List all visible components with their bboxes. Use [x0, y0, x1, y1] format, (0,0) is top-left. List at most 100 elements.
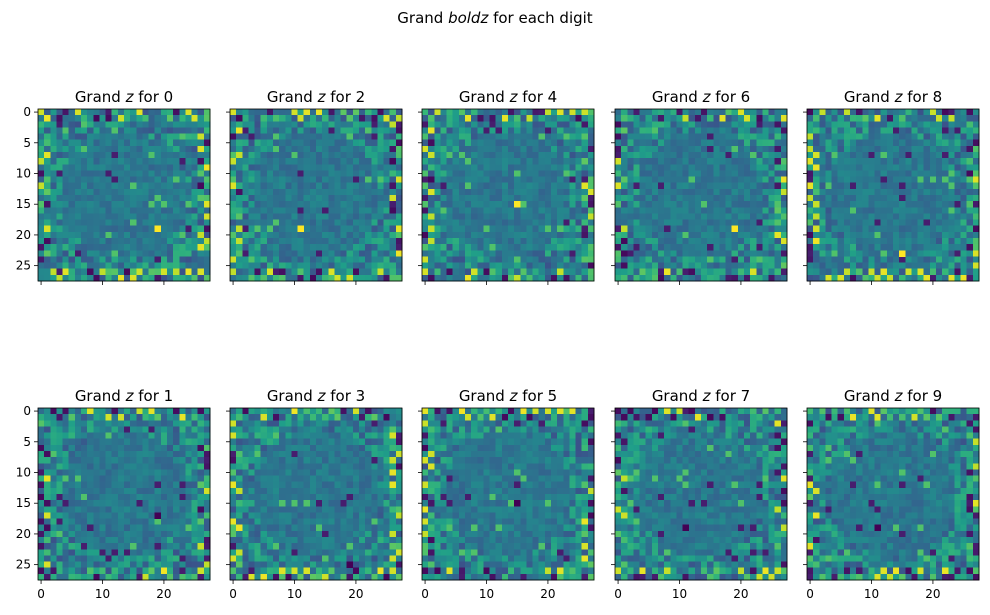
heatmap-cell: [713, 158, 720, 165]
heatmap-cell: [508, 213, 515, 220]
heatmap-cell: [575, 244, 583, 251]
heatmap-cell: [191, 408, 199, 415]
heatmap-cell: [520, 115, 527, 122]
heatmap-cell: [99, 549, 106, 556]
heatmap-cell: [117, 201, 125, 208]
heatmap-cell: [868, 231, 875, 239]
heatmap-cell: [230, 145, 237, 153]
heatmap-cell: [633, 219, 640, 227]
heatmap-cell: [639, 170, 647, 177]
heatmap-cell: [911, 262, 918, 270]
heatmap-cell: [50, 139, 57, 147]
heatmap-cell: [346, 158, 354, 165]
heatmap-cell: [886, 164, 894, 171]
heatmap-cell: [173, 250, 180, 257]
heatmap-cell: [359, 176, 366, 184]
heatmap-cell: [105, 127, 113, 134]
heatmap-cell: [501, 188, 509, 196]
heatmap-cell: [365, 414, 372, 421]
heatmap-cell: [615, 139, 622, 147]
heatmap-cell: [762, 139, 769, 147]
heatmap-cell: [489, 127, 497, 134]
heatmap-cell: [807, 121, 814, 128]
heatmap-cell: [44, 494, 51, 501]
heatmap-cell: [242, 225, 249, 233]
heatmap-cell: [929, 244, 937, 251]
heatmap-cell: [694, 188, 702, 196]
heatmap-cell: [38, 109, 45, 116]
heatmap-cell: [905, 219, 912, 227]
heatmap-cell: [514, 256, 521, 263]
heatmap-cell: [813, 268, 820, 276]
heatmap-cell: [68, 469, 76, 476]
heatmap-cell: [538, 201, 546, 208]
heatmap-cell: [587, 158, 595, 165]
heatmap-cell: [38, 195, 45, 202]
heatmap-cell: [203, 469, 211, 476]
heatmap-cell: [136, 494, 143, 501]
heatmap-cell: [942, 145, 949, 153]
heatmap-cell: [359, 158, 366, 165]
heatmap-cell: [389, 213, 397, 220]
heatmap-cell: [179, 152, 186, 159]
heatmap-cell: [563, 268, 570, 276]
heatmap-cell: [142, 481, 149, 489]
heatmap-cell: [130, 500, 137, 507]
heatmap-cell: [465, 170, 472, 177]
heatmap-cell: [154, 414, 162, 421]
heatmap-cell: [508, 170, 515, 177]
heatmap-cell: [780, 250, 788, 257]
heatmap-cell: [837, 207, 845, 214]
heatmap-cell: [645, 238, 653, 245]
heatmap-cell: [111, 469, 119, 476]
heatmap-cell: [477, 268, 484, 276]
heatmap-cell: [56, 469, 63, 476]
heatmap-cell: [346, 164, 354, 171]
heatmap-cell: [615, 182, 622, 190]
heatmap-cell: [477, 195, 484, 202]
heatmap-cell: [768, 158, 776, 165]
heatmap-cell: [136, 500, 143, 507]
heatmap-cell: [230, 225, 237, 233]
heatmap-cell: [191, 250, 199, 257]
heatmap-cell: [774, 109, 782, 116]
heatmap-cell: [38, 145, 45, 153]
heatmap-cell: [880, 195, 888, 202]
heatmap-cell: [707, 238, 714, 245]
heatmap-cell: [563, 127, 570, 134]
heatmap-cell: [197, 438, 205, 446]
heatmap-cell: [960, 268, 968, 276]
heatmap-cell: [707, 152, 714, 159]
heatmap-cell: [966, 225, 974, 233]
heatmap-cell: [352, 158, 360, 165]
heatmap-cell: [242, 201, 249, 208]
heatmap-cell: [148, 139, 156, 147]
heatmap-cell: [260, 225, 268, 233]
heatmap-cell: [719, 195, 726, 202]
heatmap-cell: [279, 115, 286, 122]
heatmap-cell: [837, 121, 845, 128]
heatmap-cell: [93, 238, 100, 245]
heatmap-cell: [279, 250, 286, 257]
heatmap-cell: [56, 475, 63, 483]
heatmap-cell: [68, 170, 76, 177]
heatmap-cell: [520, 262, 527, 270]
heatmap-cell: [856, 109, 863, 116]
heatmap-cell: [142, 463, 149, 470]
figure-suptitle: Grand boldz for each digit: [397, 9, 593, 27]
heatmap-cell: [371, 244, 378, 251]
heatmap-cell: [279, 201, 286, 208]
heatmap-cell: [850, 274, 857, 282]
heatmap-cell: [446, 207, 454, 214]
heatmap-cell: [874, 152, 882, 159]
heatmap-cell: [458, 182, 466, 190]
heatmap-cell: [557, 152, 564, 159]
heatmap-cell: [966, 195, 974, 202]
heatmap-cell: [377, 207, 384, 214]
heatmap-cell: [471, 188, 478, 196]
heatmap-cell: [167, 500, 174, 507]
heatmap-cell: [248, 127, 255, 134]
heatmap-cell: [142, 500, 149, 507]
heatmap-cell: [422, 201, 429, 208]
heatmap-cell: [458, 231, 466, 239]
